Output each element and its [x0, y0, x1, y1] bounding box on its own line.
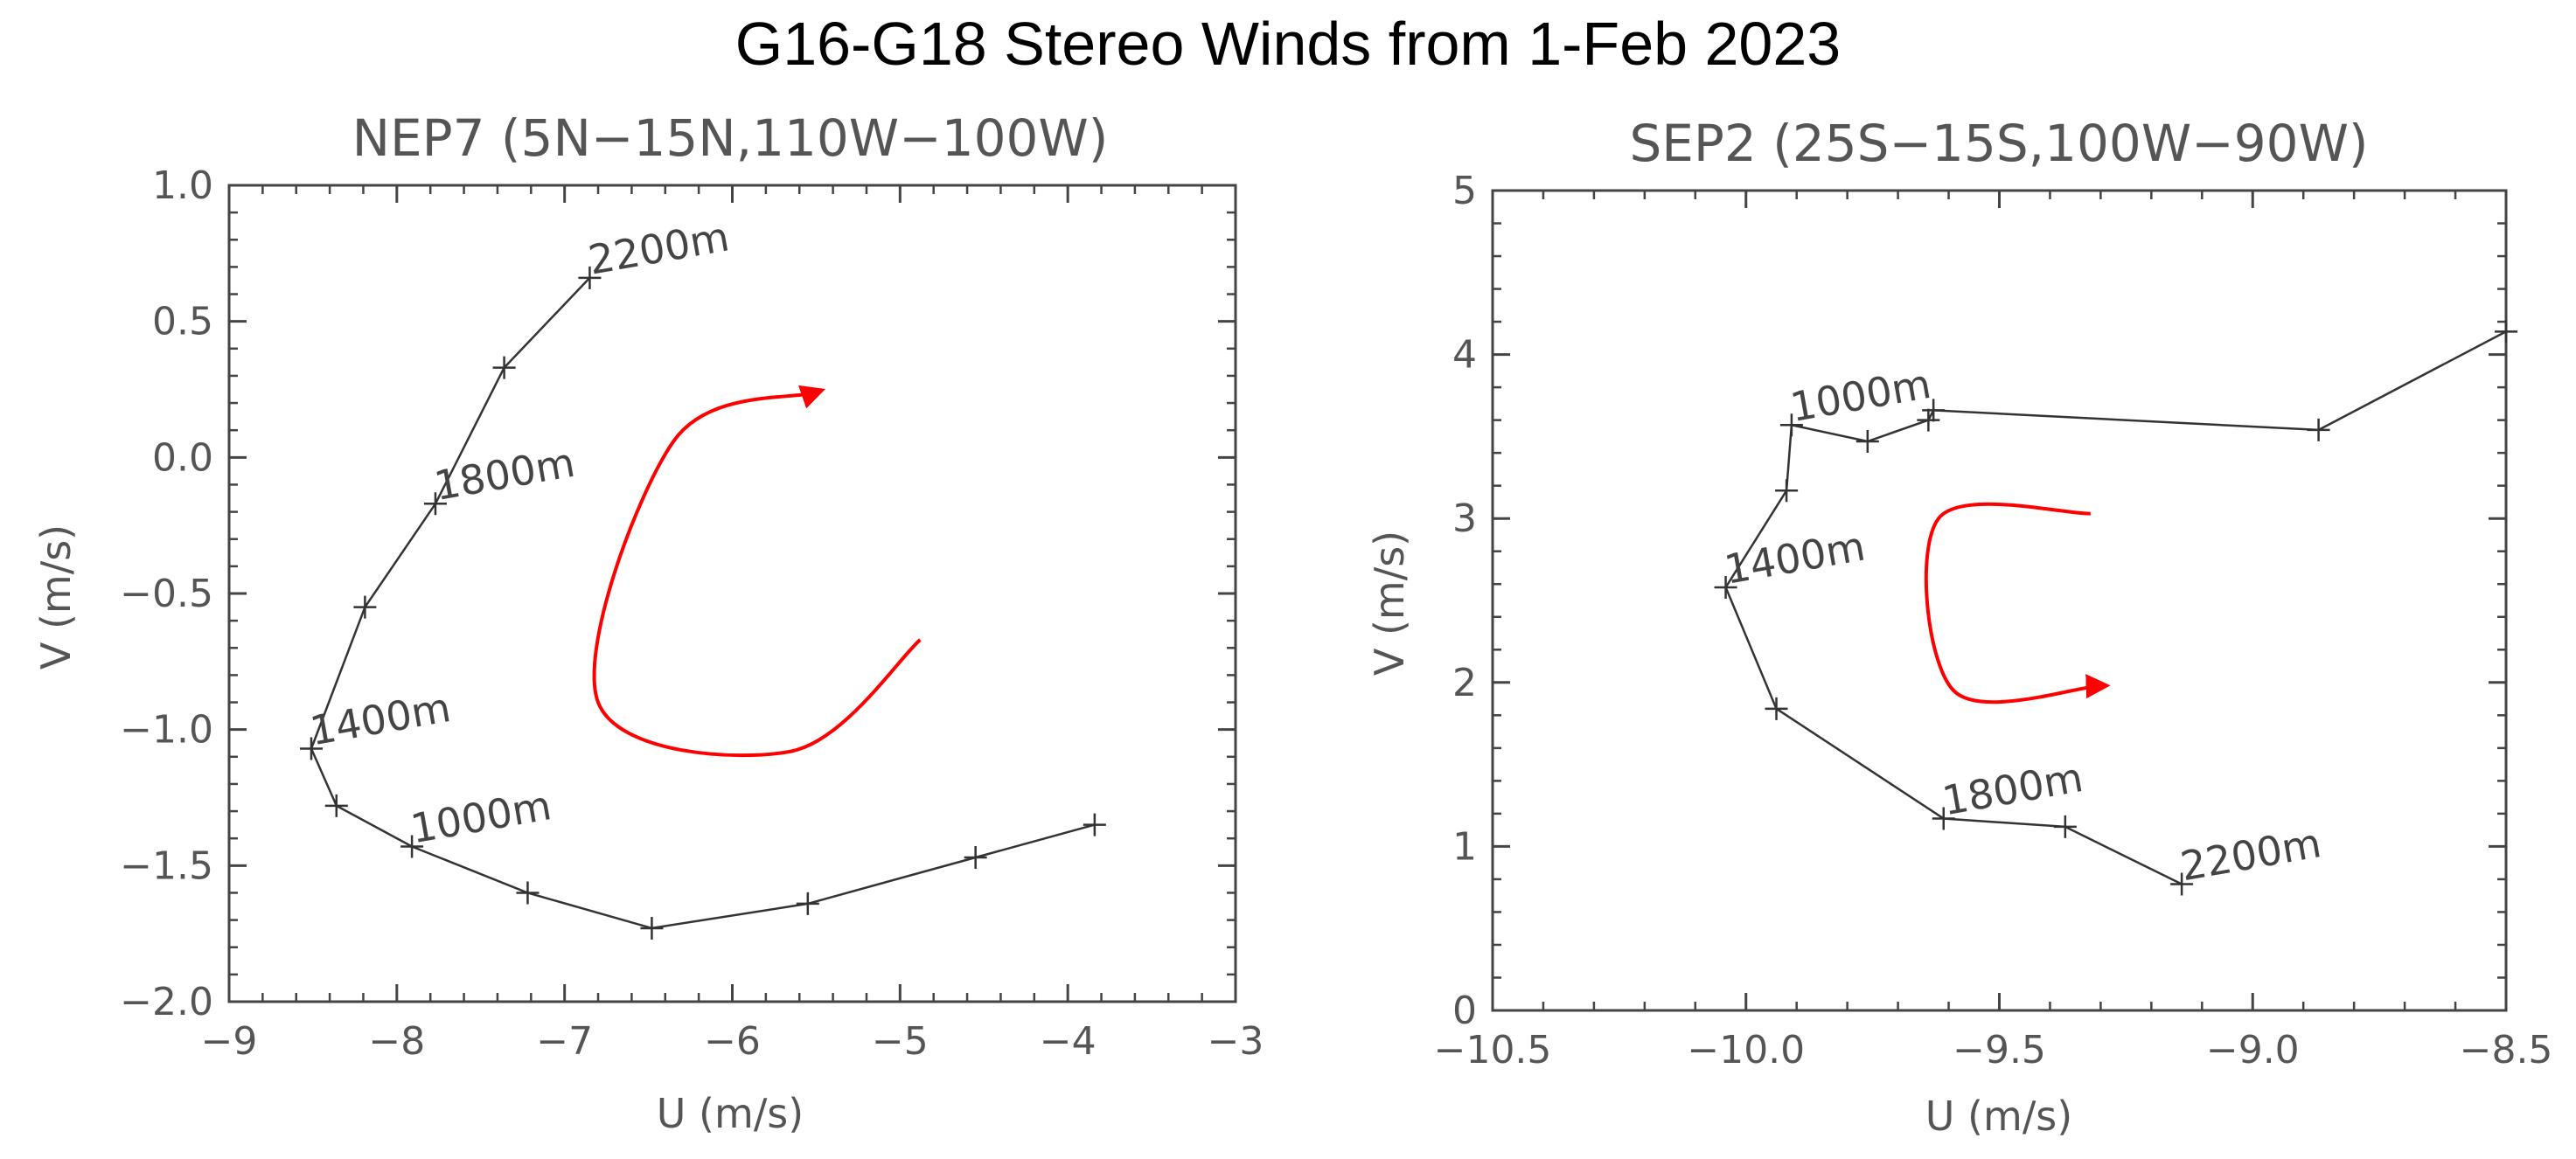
panel-sep2-data-point: [1775, 479, 1799, 503]
panel-sep2-xlabel: U (m/s): [1925, 1093, 2072, 1140]
panel-sep2-y-tick-label: 0: [1452, 989, 1477, 1033]
panel-nep7-x-tick-label: −5: [872, 1019, 929, 1064]
panel-nep7-title: NEP7 (5N−15N,110W−100W): [352, 108, 1109, 168]
panel-nep7-x-tick-label: −8: [368, 1019, 425, 1064]
panel-sep2-height-label: 1000m: [1786, 360, 1934, 431]
panel-nep7-height-label: 1400m: [307, 684, 455, 754]
panel-nep7-data-point: [640, 916, 664, 940]
panel-sep2-y-tick-label: 1: [1452, 824, 1477, 869]
panel-nep7-y-tick-label: −1.5: [120, 843, 213, 888]
panel-nep7-data-point: [353, 595, 377, 619]
panel-nep7-height-label: 1800m: [430, 439, 578, 510]
panel-sep2-ylabel: V (m/s): [1366, 531, 1413, 676]
panel-nep7-y-tick-label: 1.0: [152, 163, 213, 208]
panel-sep2-hodograph-line: [1724, 330, 2507, 885]
panel-sep2-height-label: 1400m: [1721, 523, 1869, 593]
panel-sep2-x-tick-label: −9.5: [1953, 1028, 2046, 1072]
panel-nep7-data-point: [492, 356, 516, 379]
panel-nep7-y-tick-label: −1.0: [120, 708, 213, 753]
panel-sep2-data-point: [1855, 430, 1879, 454]
panel-sep2-data-point: [2495, 320, 2517, 344]
panel-nep7-y-tick-label: −2.0: [120, 980, 213, 1024]
panel-sep2-title: SEP2 (25S−15S,100W−90W): [1629, 114, 2368, 173]
panel-nep7: NEP7 (5N−15N,110W−100W) U (m/s) V (m/s) …: [32, 108, 1264, 1137]
panel-nep7-y-tick-label: 0.0: [152, 435, 213, 480]
panel-sep2-data-point: [2170, 872, 2194, 896]
panel-sep2-rotation-arrow: [1924, 502, 2111, 704]
panel-sep2-y-tick-label: 5: [1452, 169, 1477, 213]
panel-nep7-frame: [227, 184, 1237, 1003]
panel-nep7-height-label: 2200m: [585, 212, 733, 283]
panel-nep7-y-tick-label: 0.5: [152, 300, 213, 344]
panel-nep7-ylabel: V (m/s): [32, 524, 80, 670]
panel-nep7-data-point: [964, 845, 987, 869]
panel-sep2-data-point: [1932, 807, 1955, 830]
panel-nep7-x-tick-label: −3: [1208, 1019, 1264, 1064]
panel-nep7-x-tick-label: −4: [1040, 1019, 1097, 1064]
panel-sep2-height-label: 1800m: [1939, 753, 2086, 824]
panel-sep2-x-tick-label: −8.5: [2460, 1028, 2553, 1072]
panel-nep7-data-point: [400, 835, 424, 858]
panel-sep2-x-tick-label: −10.5: [1434, 1028, 1552, 1072]
panel-nep7-x-tick-label: −7: [536, 1019, 593, 1064]
panel-sep2-y-tick-label: 2: [1452, 661, 1477, 705]
panel-nep7-data-point: [423, 492, 447, 516]
panel-sep2-data-point: [1765, 697, 1788, 720]
panel-sep2-y-tick-label: 4: [1452, 333, 1477, 378]
panel-nep7-hodograph-line: [310, 277, 1096, 930]
panel-nep7-data-point: [516, 881, 540, 905]
panel-nep7-height-label: 1000m: [407, 781, 555, 852]
figure-title: G16-G18 Stereo Winds from 1-Feb 2023: [735, 10, 1841, 78]
panel-nep7-x-tick-label: −9: [201, 1019, 258, 1064]
panel-sep2-y-tick-label: 3: [1452, 496, 1477, 541]
panel-sep2: SEP2 (25S−15S,100W−90W) U (m/s) V (m/s) …: [1366, 114, 2552, 1140]
panel-nep7-y-tick-label: −0.5: [120, 572, 213, 616]
panel-sep2-data-point: [1779, 413, 1803, 437]
panel-sep2-data-point: [1917, 408, 1940, 432]
panel-sep2-x-tick-label: −10.0: [1687, 1028, 1805, 1072]
panel-sep2-data-point: [2307, 418, 2330, 441]
panel-nep7-data-point: [324, 794, 348, 817]
panel-nep7-data-point: [299, 737, 323, 760]
panel-sep2-x-tick-label: −9.0: [2206, 1028, 2300, 1072]
panel-nep7-x-tick-label: −6: [704, 1019, 761, 1064]
panel-sep2-data-point: [1922, 399, 1946, 422]
panel-nep7-rotation-arrow: [592, 385, 922, 758]
panel-sep2-data-point: [2053, 815, 2077, 838]
panel-sep2-height-label: 2200m: [2177, 819, 2325, 890]
panel-nep7-data-point: [796, 892, 819, 915]
panel-sep2-data-point: [1714, 575, 1737, 599]
panel-nep7-data-point: [1083, 813, 1106, 836]
panel-sep2-frame: [1491, 189, 2508, 1012]
panel-nep7-xlabel: U (m/s): [657, 1090, 804, 1137]
panel-nep7-data-point: [578, 266, 602, 289]
